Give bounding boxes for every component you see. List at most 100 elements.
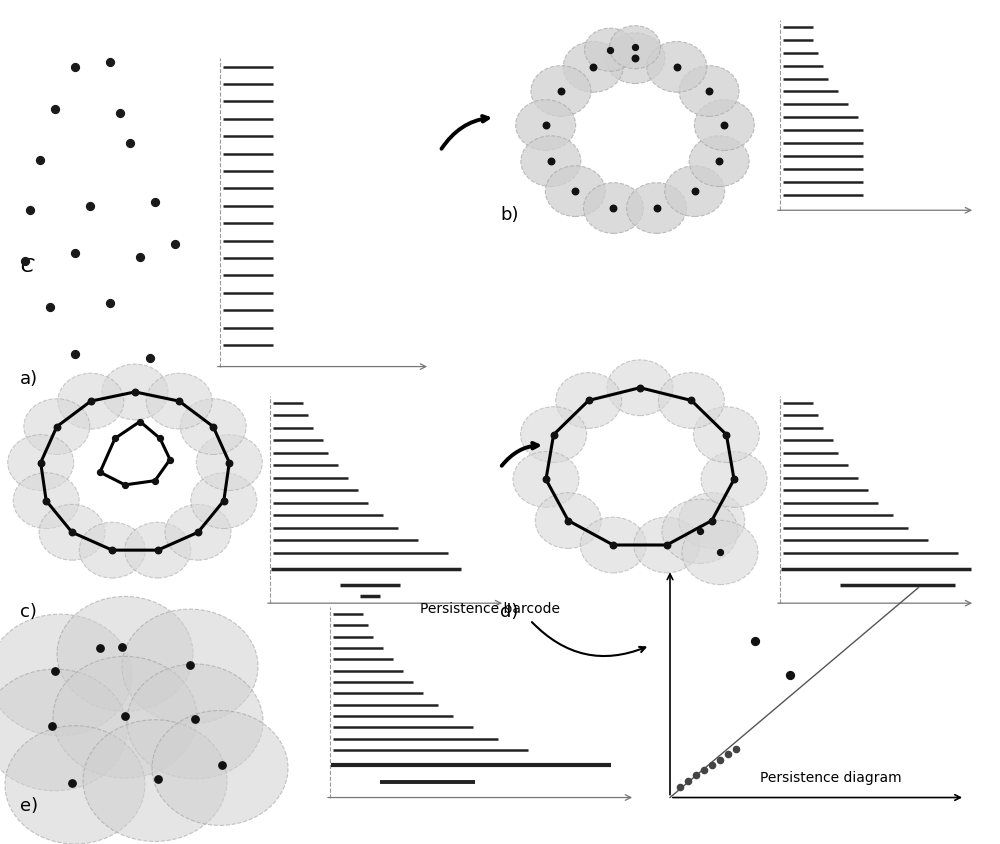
Circle shape [634, 517, 700, 573]
Circle shape [0, 669, 127, 791]
Circle shape [191, 473, 257, 529]
Point [560, 514, 576, 528]
Point [82, 200, 98, 214]
Circle shape [53, 657, 197, 778]
Point [627, 41, 643, 55]
Circle shape [694, 100, 754, 151]
Point [150, 544, 166, 557]
Point [92, 466, 108, 479]
Circle shape [102, 365, 168, 420]
Point [132, 415, 148, 429]
Text: Persistence diagram: Persistence diagram [760, 770, 902, 784]
Point [701, 85, 717, 99]
Circle shape [607, 360, 673, 416]
Point [649, 202, 665, 215]
Point [33, 457, 49, 470]
Point [67, 246, 83, 260]
Circle shape [662, 500, 738, 564]
Circle shape [556, 373, 622, 429]
Point [216, 495, 232, 508]
Point [692, 525, 708, 538]
Point [132, 251, 148, 264]
Circle shape [665, 166, 725, 217]
Point [187, 712, 203, 726]
Point [114, 641, 130, 654]
Circle shape [83, 720, 227, 841]
Point [726, 473, 742, 487]
Point [704, 514, 720, 528]
Point [117, 709, 133, 722]
Text: a): a) [20, 370, 38, 388]
Point [117, 479, 133, 492]
Text: d): d) [500, 602, 518, 620]
Circle shape [605, 34, 665, 84]
Circle shape [146, 374, 212, 430]
Circle shape [57, 597, 193, 711]
Circle shape [516, 100, 576, 151]
Point [632, 381, 648, 395]
Point [171, 395, 187, 408]
Point [47, 103, 63, 116]
Point [659, 538, 675, 552]
Point [538, 119, 554, 133]
Point [104, 544, 120, 557]
Circle shape [531, 67, 591, 117]
Point [83, 395, 99, 408]
Circle shape [165, 505, 231, 560]
Point [67, 61, 83, 74]
Circle shape [180, 399, 246, 455]
Circle shape [521, 137, 581, 187]
Circle shape [24, 399, 90, 455]
Point [67, 348, 83, 361]
Point [688, 768, 704, 782]
Circle shape [8, 436, 74, 491]
Circle shape [13, 473, 79, 529]
Point [205, 420, 221, 434]
Point [32, 154, 48, 167]
Point [102, 57, 118, 70]
Circle shape [610, 26, 660, 70]
Point [683, 394, 699, 408]
Point [42, 301, 58, 315]
Point [704, 758, 720, 771]
Circle shape [647, 42, 707, 93]
Circle shape [584, 29, 636, 73]
Point [38, 495, 54, 508]
Point [605, 202, 621, 215]
Point [214, 759, 230, 772]
Text: C: C [20, 257, 34, 275]
Text: Persistence barcode: Persistence barcode [420, 601, 560, 615]
Point [546, 429, 562, 442]
Point [696, 763, 712, 776]
Point [627, 52, 643, 66]
Circle shape [513, 452, 579, 508]
Point [718, 429, 734, 442]
Point [127, 386, 143, 399]
Point [44, 719, 60, 733]
Circle shape [545, 166, 605, 217]
Circle shape [563, 42, 623, 93]
Point [712, 546, 728, 560]
Point [669, 61, 685, 74]
Point [122, 137, 138, 150]
Circle shape [682, 521, 758, 585]
Circle shape [79, 522, 145, 578]
Point [602, 44, 618, 57]
Point [747, 635, 763, 648]
Point [680, 774, 696, 787]
Point [672, 780, 688, 793]
Point [112, 107, 128, 121]
Point [152, 432, 168, 446]
Circle shape [58, 374, 124, 430]
Point [728, 743, 744, 756]
Point [22, 204, 38, 218]
Point [720, 748, 736, 761]
Point [605, 538, 621, 552]
Circle shape [580, 517, 646, 573]
Circle shape [701, 452, 767, 508]
Circle shape [0, 614, 132, 736]
Point [567, 185, 583, 198]
Circle shape [679, 493, 745, 549]
Point [711, 155, 727, 169]
Circle shape [125, 522, 191, 578]
